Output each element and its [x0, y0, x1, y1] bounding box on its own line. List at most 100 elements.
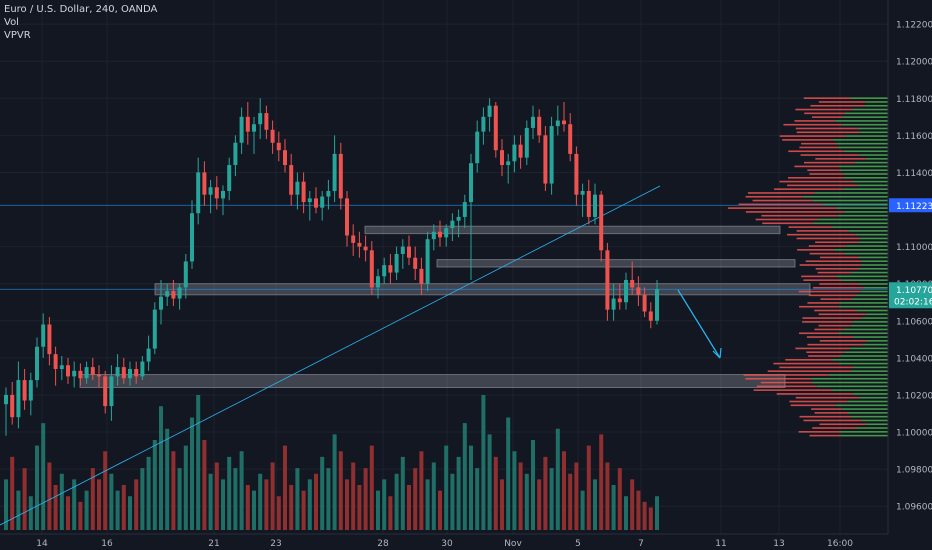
volume-bar — [208, 473, 213, 530]
vp-row-up — [865, 158, 888, 160]
volume-bar — [593, 479, 597, 530]
candle-body — [97, 374, 101, 377]
volume-bar — [648, 507, 653, 530]
vp-row-up — [835, 275, 888, 278]
volume-bar — [568, 473, 573, 530]
time-axis[interactable]: 14 16 21 23 28 30 Nov 5 7 11 13 16:00 — [0, 533, 932, 550]
time-tick-label: 14 — [36, 539, 48, 549]
candle-body — [270, 129, 275, 143]
volume-bar — [177, 468, 182, 530]
candle-body — [345, 198, 349, 236]
vp-row-up — [839, 362, 888, 365]
candle-body — [109, 376, 114, 407]
candle-body — [121, 367, 126, 379]
candlestick-series — [4, 98, 659, 436]
candle-body — [289, 165, 294, 195]
candle-body — [84, 367, 89, 379]
vp-row-up — [841, 279, 888, 281]
symbol-title[interactable]: Euro / U.S. Dollar, 240, OANDA — [4, 4, 158, 15]
vp-row-up — [861, 317, 888, 319]
vp-row-down — [807, 169, 840, 172]
volume-bar — [605, 462, 610, 530]
vp-row-up — [811, 377, 888, 380]
candle-body — [72, 370, 77, 377]
volume-bar — [351, 462, 356, 530]
candle-body — [295, 181, 300, 195]
projection-arrow[interactable] — [677, 289, 722, 359]
candle-body — [407, 246, 411, 258]
volume-bar — [78, 501, 83, 530]
vp-row-up — [840, 434, 888, 437]
volume-bar — [10, 456, 15, 530]
vp-row-down — [810, 104, 865, 107]
candle-body — [140, 361, 145, 377]
vpvr-indicator-label[interactable]: VPVR — [4, 30, 31, 41]
candle-body — [16, 380, 21, 418]
volume-bar — [190, 417, 194, 530]
volume-bar — [562, 451, 566, 530]
candle-body — [177, 287, 182, 299]
vp-row-down — [808, 245, 847, 247]
vp-row-down — [798, 431, 840, 433]
vp-row-up — [866, 340, 888, 342]
candle-body — [605, 250, 610, 310]
candle-body — [617, 298, 622, 303]
vp-row-up — [850, 347, 888, 350]
vp-row-up — [832, 139, 888, 141]
price-tick-label: 1.10000 — [896, 429, 932, 439]
vp-row-down — [809, 434, 841, 437]
candle-body — [642, 294, 647, 312]
vp-row-up — [858, 267, 888, 270]
volume-bar — [196, 395, 201, 530]
candle-body — [431, 231, 436, 240]
vp-row-down — [813, 286, 864, 289]
price-tick-label: 1.10400 — [896, 354, 932, 364]
vp-row-down — [743, 374, 829, 376]
volume-bar — [202, 440, 207, 530]
volume-indicator-label[interactable]: Vol — [4, 17, 19, 28]
candle-body — [4, 394, 8, 405]
price-axis[interactable]: 1.12200 1.12000 1.11800 1.11600 1.11400 1.110… — [887, 0, 932, 534]
candle-body — [28, 380, 33, 401]
volume-bar — [456, 456, 461, 530]
vp-row-up — [843, 176, 888, 179]
price-tick-label: 1.11000 — [896, 243, 932, 253]
time-tick-label: 16 — [101, 539, 113, 549]
volume-bar — [642, 501, 647, 530]
volume-bar — [28, 496, 33, 530]
candle-body — [400, 246, 405, 255]
candle-body — [208, 187, 213, 195]
volume-bar — [47, 462, 52, 530]
candle-body — [221, 190, 225, 199]
candle-body — [276, 142, 281, 151]
vp-row-down — [795, 396, 860, 399]
volume-bar — [295, 468, 300, 530]
vp-row-up — [856, 294, 888, 297]
vp-row-down — [795, 127, 858, 130]
vp-row-down — [809, 252, 845, 255]
candle-body — [332, 153, 337, 191]
vp-row-up — [839, 431, 888, 433]
vp-row-up — [822, 203, 888, 206]
drawn-lines[interactable] — [0, 185, 888, 526]
volume-bar — [388, 496, 393, 530]
price-tick-label: 1.10600 — [896, 317, 932, 327]
vp-row-down — [803, 97, 851, 99]
vp-row-down — [818, 101, 866, 103]
volume-bar — [165, 428, 170, 530]
vp-row-down — [796, 131, 861, 134]
candle-body — [419, 268, 424, 284]
volume-bar — [233, 468, 238, 530]
vp-row-up — [865, 313, 888, 316]
volume-bar — [419, 451, 424, 530]
vp-row-up — [835, 120, 888, 122]
vp-row-up — [818, 218, 888, 221]
candle-body — [394, 254, 399, 273]
candle-body — [562, 120, 566, 125]
vp-row-down — [752, 199, 813, 202]
candle-body — [438, 231, 442, 238]
vp-row-down — [807, 343, 863, 346]
vp-row-up — [859, 154, 888, 156]
